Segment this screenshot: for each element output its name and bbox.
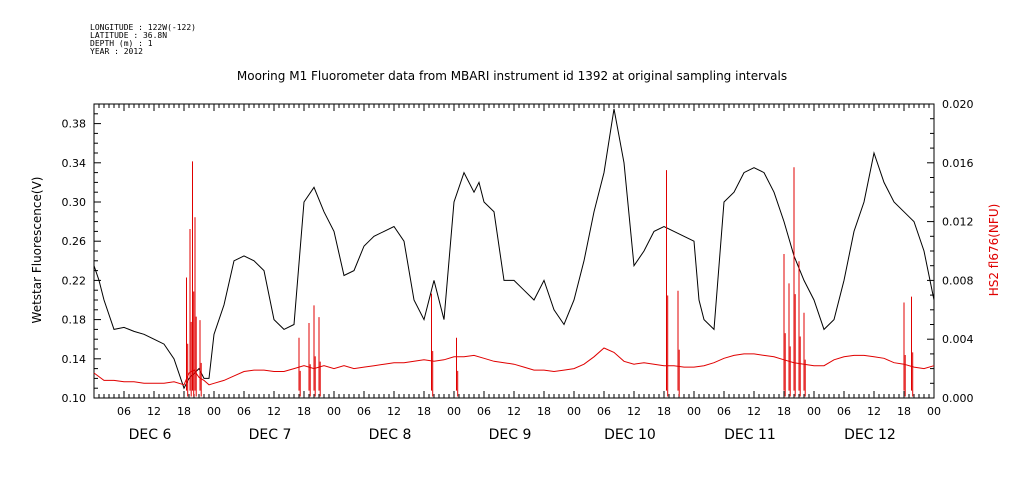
depth-label: DEPTH (m) : 1 <box>90 39 153 48</box>
y-left-tick-label: 0.14 <box>62 353 87 366</box>
y-right-tick-label: 0.008 <box>942 274 974 287</box>
x-hour-tick-label: 18 <box>657 405 671 418</box>
x-day-label: DEC 12 <box>844 427 896 443</box>
hs2-series-line <box>93 347 935 386</box>
x-hour-tick-label: 12 <box>387 405 401 418</box>
y-left-tick-label: 0.38 <box>62 118 87 131</box>
x-hour-tick-label: 06 <box>477 405 491 418</box>
x-hour-tick-label: 06 <box>357 405 371 418</box>
year-label: YEAR : 2012 <box>90 47 143 56</box>
x-hour-tick-label: 12 <box>147 405 161 418</box>
x-hour-tick-label: 18 <box>537 405 551 418</box>
y-left-tick-label: 0.10 <box>62 392 87 405</box>
y-left-tick-label: 0.26 <box>62 235 87 248</box>
latitude-label: LATITUDE : 36.8N <box>90 31 168 40</box>
tick-label-group: 06 12 18 00 06 12 18 00 06 12 18 00 06 12 18 00 06 12 18 00… <box>62 98 974 443</box>
series-layer <box>93 108 935 397</box>
y-right-axis-label: HS2 fl676(NFU) <box>987 204 1001 297</box>
x-hour-tick-label: 00 <box>327 405 341 418</box>
y-right-tick-label: 0.012 <box>942 216 974 229</box>
tick-group <box>93 103 935 399</box>
y-left-tick-label: 0.34 <box>62 157 87 170</box>
x-day-label: DEC 9 <box>489 427 532 443</box>
x-hour-tick-label: 06 <box>237 405 251 418</box>
x-hour-tick-label: 06 <box>837 405 851 418</box>
chart-title: Mooring M1 Fluorometer data from MBARI i… <box>237 69 787 83</box>
x-day-label: DEC 7 <box>249 427 292 443</box>
x-hour-tick-label: 18 <box>177 405 191 418</box>
y-left-tick-label: 0.18 <box>62 314 87 327</box>
plot-frame <box>93 103 935 399</box>
x-day-label: DEC 11 <box>724 427 776 443</box>
x-hour-tick-label: 00 <box>447 405 461 418</box>
x-day-label: DEC 8 <box>369 427 412 443</box>
x-hour-tick-label: 18 <box>897 405 911 418</box>
x-hour-tick-label: 00 <box>927 405 941 418</box>
x-day-label: DEC 6 <box>129 427 172 443</box>
y-right-tick-label: 0.016 <box>942 157 974 170</box>
x-hour-tick-label: 00 <box>687 405 701 418</box>
x-hour-tick-label: 12 <box>627 405 641 418</box>
x-hour-tick-label: 12 <box>507 405 521 418</box>
y-left-tick-label: 0.22 <box>62 274 87 287</box>
x-hour-tick-label: 12 <box>267 405 281 418</box>
wetstar-series-line <box>93 108 935 390</box>
y-right-tick-label: 0.004 <box>942 333 974 346</box>
x-hour-tick-label: 18 <box>297 405 311 418</box>
y-left-axis-label: Wetstar Fluorescence(V) <box>30 177 44 324</box>
y-right-tick-label: 0.000 <box>942 392 974 405</box>
x-hour-tick-label: 00 <box>807 405 821 418</box>
x-hour-tick-label: 12 <box>747 405 761 418</box>
x-hour-tick-label: 18 <box>777 405 791 418</box>
x-hour-tick-label: 06 <box>117 405 131 418</box>
longitude-label: LONGITUDE : 122W(-122) <box>90 23 196 32</box>
x-hour-tick-label: 00 <box>207 405 221 418</box>
y-right-tick-label: 0.020 <box>942 98 974 111</box>
x-hour-tick-label: 06 <box>717 405 731 418</box>
x-hour-tick-label: 06 <box>597 405 611 418</box>
x-hour-tick-label: 18 <box>417 405 431 418</box>
x-day-label: DEC 10 <box>604 427 656 443</box>
x-hour-tick-label: 12 <box>867 405 881 418</box>
x-hour-tick-label: 00 <box>567 405 581 418</box>
y-left-tick-label: 0.30 <box>62 196 87 209</box>
